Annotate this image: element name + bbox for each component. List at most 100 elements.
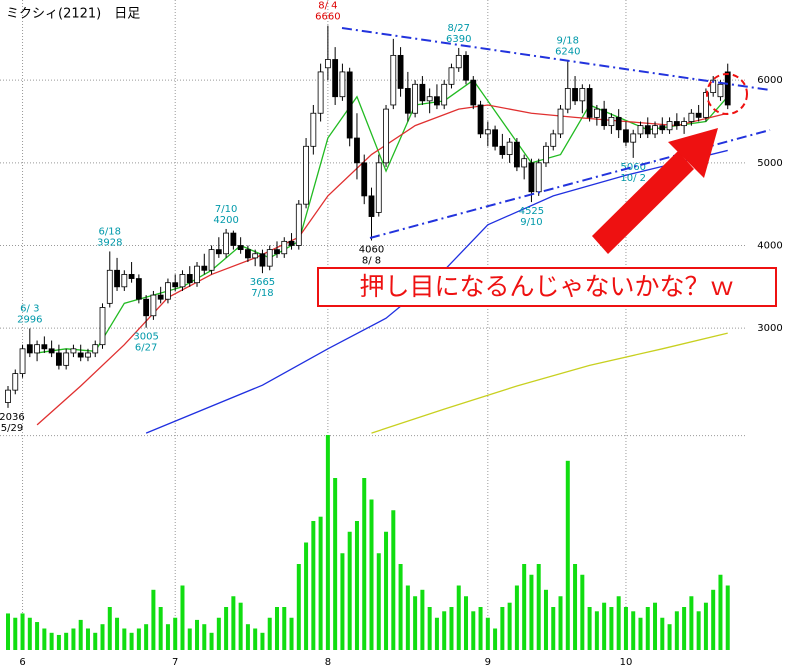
volume-bar <box>384 531 389 650</box>
y-tick-label: 4000 <box>757 240 782 251</box>
volume-bar <box>274 607 279 650</box>
volume-bar <box>20 613 25 650</box>
volume-bar <box>56 634 61 650</box>
candle-body <box>535 162 542 193</box>
candle-body <box>317 71 324 114</box>
volume-bar <box>187 628 192 650</box>
volume-bar <box>427 607 432 650</box>
candle-body <box>48 348 55 354</box>
volume-bar <box>27 617 32 650</box>
volume-bar <box>391 510 396 650</box>
candle-body <box>412 83 419 114</box>
volume-bar <box>333 478 338 650</box>
volume-bar <box>78 619 83 650</box>
candle-body <box>215 249 222 255</box>
candle-body <box>77 352 84 358</box>
moving-average-line <box>371 332 728 434</box>
annotation-date: 5/29 <box>1 423 23 434</box>
candle-body <box>34 344 40 354</box>
annotation-date: 9/10 <box>520 217 542 228</box>
annotation-price: 4525 <box>519 206 544 217</box>
volume-bar <box>282 607 287 650</box>
y-tick-label: 6000 <box>757 75 782 86</box>
candle-body <box>528 162 535 193</box>
candle-body <box>135 278 142 300</box>
volume-bar <box>369 499 374 650</box>
candle-body <box>186 274 193 284</box>
volume-bar <box>711 589 716 650</box>
candle-body <box>426 96 433 102</box>
volume-bar <box>631 611 636 650</box>
chart-title: ミクシィ(2121) 日足 <box>6 7 140 22</box>
annotation-price: 4200 <box>213 215 238 226</box>
candle-body <box>543 145 549 164</box>
x-tick-label: 10 <box>620 657 633 668</box>
volume-bar <box>195 619 200 650</box>
candle-body <box>12 373 19 391</box>
candle-body <box>666 121 673 131</box>
candle-body <box>572 88 578 102</box>
volume-bar <box>500 607 505 650</box>
volume-bar <box>653 602 658 650</box>
candle-body <box>128 274 135 279</box>
candle-body <box>593 108 600 118</box>
volume-bar <box>413 596 418 650</box>
candle-body <box>688 112 695 122</box>
candle-body <box>564 88 571 110</box>
trend-line-upper <box>341 27 771 91</box>
annotation-date: 8/ 8 <box>362 256 381 267</box>
annotation-date: 6/27 <box>135 343 157 354</box>
volume-bar <box>42 628 47 650</box>
volume-bar <box>216 617 221 650</box>
candle-body <box>92 344 99 354</box>
candle-body <box>368 195 375 217</box>
volume-bar <box>558 596 563 650</box>
candle-body <box>615 116 622 131</box>
candle-body <box>19 348 26 375</box>
volume-bar <box>485 617 490 650</box>
volume-bar <box>289 617 294 650</box>
volume-bar <box>456 585 461 650</box>
candle-body <box>310 112 317 147</box>
candle-body <box>441 83 448 106</box>
candle-body <box>681 121 688 127</box>
annotation-price: 2996 <box>17 314 42 325</box>
candle-body <box>230 232 237 246</box>
candle-body <box>99 307 106 346</box>
volume-bar <box>609 607 614 650</box>
arrow-shaft <box>592 151 694 254</box>
candle-body <box>324 59 331 69</box>
candle-body <box>499 145 506 155</box>
volume-bar <box>151 589 156 650</box>
annotation-price: 3928 <box>97 237 122 248</box>
annotation-price: 6390 <box>446 34 471 45</box>
volume-bar <box>129 632 134 650</box>
volume-bar <box>238 602 243 650</box>
volume-bar <box>64 632 69 650</box>
candle-body <box>201 265 208 271</box>
volume-bar <box>645 607 650 650</box>
candle-body <box>5 389 11 403</box>
candle-body <box>70 348 77 354</box>
volume-bar <box>100 624 105 650</box>
candle-body <box>41 344 48 350</box>
candle-body <box>354 137 360 164</box>
annotation-price: 3005 <box>133 332 158 343</box>
annotation-date: 8/ 4 <box>318 1 337 12</box>
candle-body <box>601 108 608 127</box>
candle-body <box>332 59 339 98</box>
x-tick-label: 8 <box>325 657 331 668</box>
volume-bar <box>245 624 250 650</box>
volume-bar <box>471 611 476 650</box>
x-tick-label: 7 <box>172 657 178 668</box>
candle-body <box>266 249 273 267</box>
candle-body <box>550 133 557 147</box>
volume-bar <box>405 585 410 650</box>
annotation-price: 6660 <box>315 12 340 23</box>
volume-bar <box>580 574 585 650</box>
volume-bar <box>122 628 127 650</box>
candle-body <box>484 129 491 135</box>
candle-body <box>179 274 186 288</box>
volume-bar <box>594 611 599 650</box>
volume-bar <box>420 589 425 650</box>
